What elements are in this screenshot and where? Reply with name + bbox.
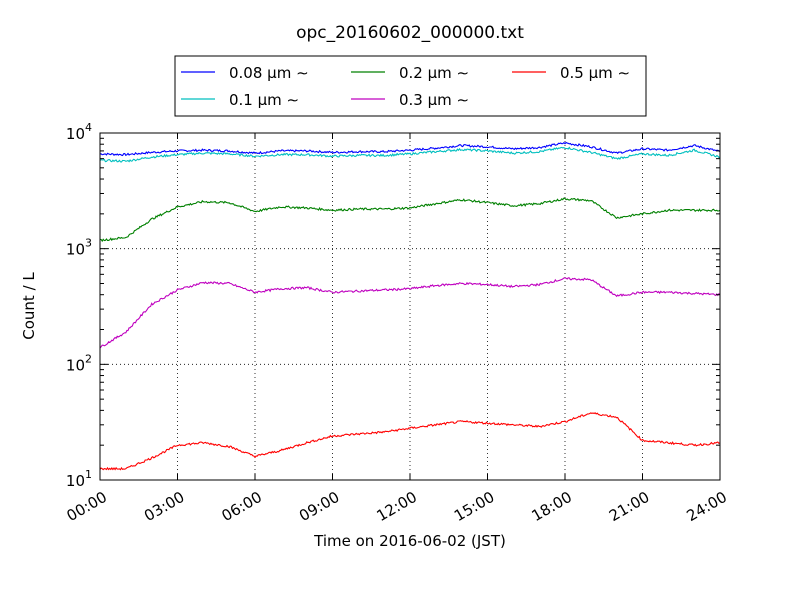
y-tick-label: 104 [66,121,92,143]
legend: 0.08 μm ∼ 0.1 μm ∼ 0.2 μm ∼ 0.3 μm ∼ 0.5 μm … [174,55,647,117]
legend-label-0: 0.08 μm ∼ [229,64,309,82]
series-line-4 [99,412,721,471]
x-tick-label: 06:00 [219,488,265,525]
y-tick-label: 102 [66,352,92,374]
axis-ticks [99,132,721,481]
x-tick-label: 24:00 [684,488,730,525]
series-line-2 [99,197,721,243]
series-line-0 [99,141,721,157]
x-axis-label: Time on 2016-06-02 (JST) [313,532,506,550]
legend-label-4: 0.5 μm ∼ [560,64,630,82]
y-tick-label: 101 [66,468,92,490]
y-tick-label: 103 [66,237,92,259]
x-tick-label: 18:00 [529,488,575,525]
series-lines [99,141,721,471]
y-tick-labels: 101 102 103 104 [66,121,92,490]
x-tick-label: 09:00 [296,488,342,525]
series-line-1 [99,146,721,163]
x-tick-label: 12:00 [374,488,420,525]
x-tick-label: 03:00 [141,488,187,525]
legend-label-2: 0.2 μm ∼ [399,64,469,82]
y-axis-label: Count / L [20,272,38,340]
chart-title: opc_20160602_000000.txt [296,23,524,43]
series-line-3 [99,277,721,349]
legend-label-3: 0.3 μm ∼ [399,91,469,109]
x-tick-labels: 00:00 03:00 06:00 09:00 12:00 15:00 18:00 21:00… [64,488,730,525]
x-tick-label: 21:00 [606,488,652,525]
grid [100,133,720,480]
x-tick-label: 00:00 [64,488,110,525]
legend-box [174,55,647,117]
legend-label-1: 0.1 μm ∼ [229,91,299,109]
x-tick-label: 15:00 [451,488,497,525]
